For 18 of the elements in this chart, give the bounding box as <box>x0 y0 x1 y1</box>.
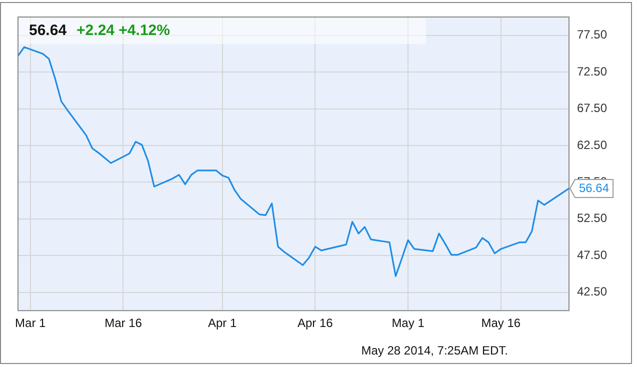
x-tick-label: Mar 1 <box>15 316 46 330</box>
y-tick-label: 62.50 <box>577 138 608 152</box>
x-tick-label: Mar 16 <box>104 316 142 330</box>
x-tick-label: May 1 <box>392 316 425 330</box>
y-tick-label: 67.50 <box>577 101 608 116</box>
y-tick-label: 77.50 <box>577 28 608 42</box>
chart-subtitle: +2.24 +4.12% <box>76 22 170 39</box>
y-tick-label: 52.50 <box>577 211 608 226</box>
x-tick-label: May 16 <box>481 316 521 330</box>
x-tick-label: Apr 1 <box>208 316 237 330</box>
chart-title: 56.64 <box>29 22 67 39</box>
annotation: 56.64 <box>579 180 610 195</box>
y-tick-label: 42.50 <box>577 284 608 299</box>
header-panel: 56.64 +2.24 +4.12% <box>19 18 426 44</box>
x-tick-label: Apr 16 <box>297 316 334 330</box>
y-tick-label: 72.50 <box>577 64 608 78</box>
text: May 28 2014, 7:25AM EDT. <box>361 343 508 358</box>
y-tick-label: 47.50 <box>577 248 608 262</box>
